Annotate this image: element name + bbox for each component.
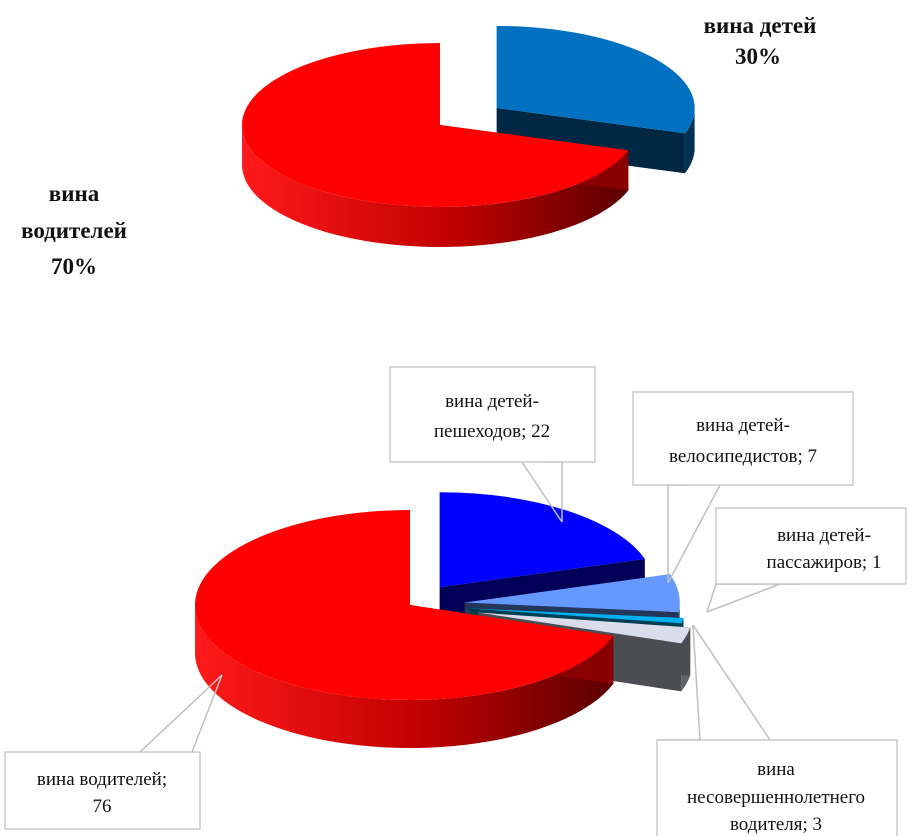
slice-label-drivers-name-line1: вина [49, 181, 100, 206]
slice-label-children-name: вина детей [704, 13, 817, 38]
slice-label-children-value: 30% [735, 44, 781, 69]
pie-slice [464, 574, 680, 613]
callout-pedestrians-line1: вина детей- [445, 391, 539, 412]
callout-cyclists-line1: вина детей- [696, 415, 790, 436]
callout-minor-driver-line2: несовершеннолетнего [687, 787, 865, 808]
pie-slice [242, 43, 629, 207]
callout-pedestrians-line2: пешеходов; 22 [434, 421, 550, 442]
pie-slice [439, 492, 645, 588]
callout-cyclists: вина детей- велосипедистов; 7 [632, 391, 854, 584]
pie-chart-blame-breakdown [195, 492, 691, 748]
pie-slice-side [684, 106, 695, 174]
pie-slice [195, 510, 614, 701]
callout-drivers-line2: 76 [93, 796, 112, 817]
callout-drivers-line1: вина водителей; [37, 769, 167, 790]
pie-slice-side [242, 126, 629, 247]
callout-passengers-line1: вина детей- [777, 525, 871, 546]
pie-slice-side [195, 606, 614, 748]
callout-minor-driver-line1: вина [757, 759, 795, 780]
pie-slice [477, 612, 691, 644]
callout-passengers-line2: пассажиров; 1 [767, 552, 882, 573]
pie-slice [469, 608, 684, 624]
callout-drivers: вина водителей; 76 [4, 674, 223, 830]
callout-cyclists-line2: велосипедистов; 7 [669, 446, 817, 467]
callout-passengers: вина детей- пассажиров; 1 [706, 507, 907, 613]
callout-minor-driver-line3: водителя; 3 [730, 814, 822, 835]
slice-label-drivers-value: 70% [51, 254, 97, 279]
pie-slice [496, 25, 695, 134]
callout-minor-driver: вина несовершеннолетнего водителя; 3 [656, 624, 898, 836]
pie-slice-cut [496, 107, 685, 174]
callout-pedestrians: вина детей- пешеходов; 22 [389, 366, 596, 523]
pie-chart-blame-share [242, 25, 695, 247]
slice-label-drivers-name-line2: водителей [21, 218, 127, 243]
